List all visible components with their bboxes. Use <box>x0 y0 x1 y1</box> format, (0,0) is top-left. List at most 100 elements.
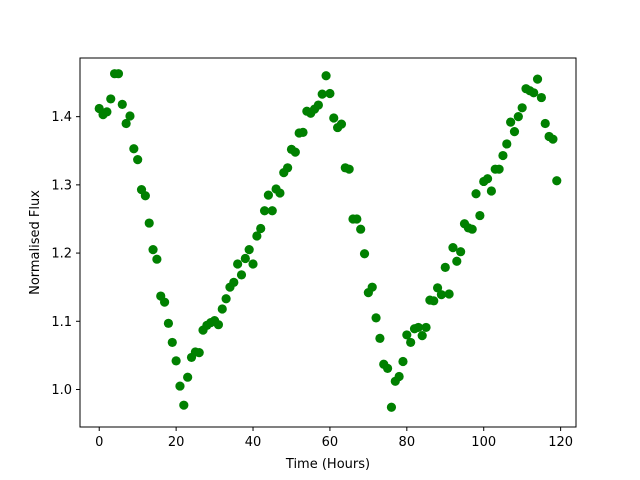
data-point <box>329 113 339 123</box>
x-tick-label: 100 <box>471 435 496 450</box>
data-point <box>221 294 231 304</box>
data-point <box>229 277 239 287</box>
x-tick-label: 60 <box>322 435 339 450</box>
data-point <box>475 210 485 221</box>
data-point <box>548 134 558 144</box>
x-tick-label: 80 <box>399 435 416 450</box>
data-point <box>263 190 273 200</box>
data-point <box>371 313 381 323</box>
data-point <box>256 223 266 234</box>
data-point <box>252 231 262 241</box>
data-point <box>517 103 527 113</box>
data-point <box>467 224 477 234</box>
data-point <box>159 297 170 307</box>
data-point <box>448 243 458 253</box>
data-point <box>444 289 454 299</box>
data-point <box>283 163 293 173</box>
data-point <box>532 74 543 84</box>
data-point <box>171 356 181 366</box>
plot-frame <box>79 57 577 428</box>
data-point <box>513 112 523 122</box>
data-point <box>179 400 189 410</box>
y-tick-label: 1.3 <box>51 178 72 193</box>
data-point <box>298 127 308 137</box>
data-point <box>482 174 493 184</box>
data-point <box>167 337 177 348</box>
data-point <box>325 88 335 99</box>
data-point <box>509 127 520 137</box>
y-tick-label: 1.1 <box>51 315 72 330</box>
x-tick-label: 0 <box>95 435 103 450</box>
data-point <box>540 118 550 129</box>
x-axis-ticks: 0 20 40 60 80 100 120 <box>95 427 573 450</box>
x-tick-label: 20 <box>168 435 185 450</box>
data-point <box>417 331 427 341</box>
data-point <box>344 164 354 174</box>
data-points <box>94 69 562 412</box>
y-tick-label: 1.0 <box>51 383 72 398</box>
data-point <box>336 119 347 129</box>
data-point <box>440 262 450 272</box>
data-point <box>113 69 124 79</box>
data-point <box>367 282 377 292</box>
data-point <box>233 259 243 269</box>
data-point <box>117 99 127 109</box>
data-point <box>536 92 547 103</box>
data-point <box>248 259 258 269</box>
data-point <box>217 304 227 314</box>
data-point <box>140 191 150 201</box>
data-point <box>194 348 204 358</box>
data-point <box>313 100 323 110</box>
data-point <box>529 88 539 98</box>
data-point <box>429 296 439 306</box>
data-point <box>356 224 366 234</box>
data-point <box>406 337 416 348</box>
data-point <box>359 249 370 259</box>
data-point <box>456 247 466 257</box>
data-point <box>506 117 516 127</box>
data-point <box>163 318 174 328</box>
data-point <box>240 253 250 264</box>
data-point <box>175 381 185 391</box>
data-point <box>352 214 362 224</box>
data-point <box>121 118 131 129</box>
data-point <box>148 245 158 255</box>
data-point <box>133 155 143 165</box>
y-axis-ticks: 1.0 1.1 1.2 1.3 1.4 <box>51 110 80 398</box>
data-point <box>432 283 443 293</box>
data-point <box>402 330 412 340</box>
data-point <box>452 256 462 266</box>
x-tick-label: 40 <box>245 435 262 450</box>
data-point <box>106 94 116 104</box>
data-point <box>394 371 404 382</box>
y-tick-label: 1.2 <box>51 247 72 262</box>
data-point <box>244 245 254 255</box>
data-point <box>552 176 562 186</box>
data-point <box>183 372 193 382</box>
data-point <box>421 322 431 333</box>
data-point <box>321 71 331 81</box>
data-point <box>317 89 327 99</box>
data-point <box>398 356 408 367</box>
data-point <box>471 189 481 199</box>
data-point <box>413 322 423 333</box>
data-point <box>494 164 504 174</box>
data-point <box>102 107 112 117</box>
data-point <box>502 139 512 149</box>
data-point <box>125 111 135 121</box>
data-point <box>259 206 270 216</box>
data-point <box>275 188 285 198</box>
data-point <box>436 290 447 300</box>
y-axis-label: Normalised Flux <box>28 190 43 295</box>
data-point <box>375 333 385 343</box>
x-tick-label: 120 <box>548 435 573 450</box>
data-point <box>498 150 508 161</box>
data-point <box>213 320 224 330</box>
y-tick-label: 1.4 <box>51 110 72 125</box>
data-point <box>386 402 397 412</box>
x-axis-label: Time (Hours) <box>285 457 370 472</box>
data-point <box>383 363 393 373</box>
data-point <box>144 218 154 228</box>
